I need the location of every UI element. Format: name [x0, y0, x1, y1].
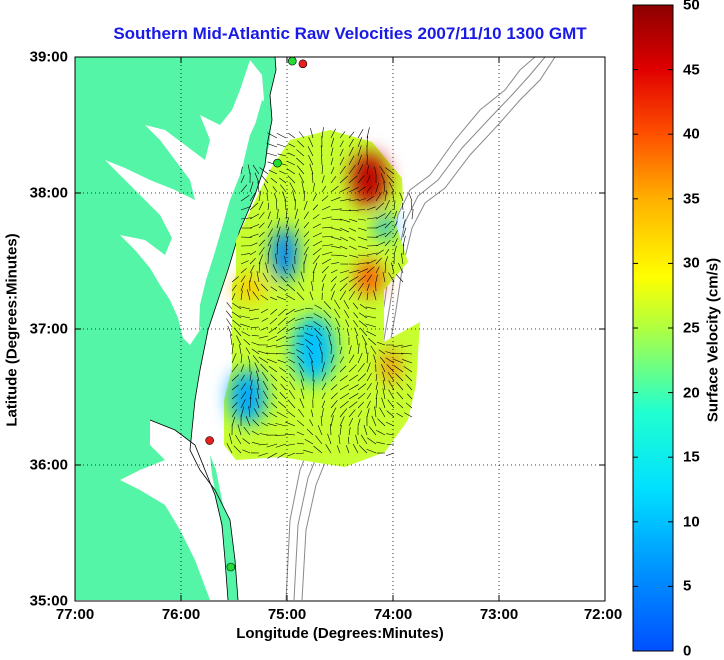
- chart-title: Southern Mid-Atlantic Raw Velocities 200…: [60, 24, 640, 44]
- speed-region: [377, 213, 393, 240]
- speed-region: [382, 349, 398, 383]
- colorbar-tick-label: 30: [683, 255, 700, 272]
- x-axis-label: Longitude (Degrees:Minutes): [75, 625, 605, 642]
- x-tick-label: 76:00: [162, 606, 200, 623]
- colorbar-tick-label: 15: [683, 449, 700, 466]
- colorbar: [633, 5, 673, 651]
- colorbar-tick-label: 0: [683, 643, 691, 660]
- radar-station-marker: [273, 159, 281, 167]
- x-tick-label: 75:00: [268, 606, 306, 623]
- speed-region: [356, 261, 383, 295]
- y-tick-label: 39:00: [2, 49, 68, 66]
- colorbar-tick-label: 10: [683, 514, 700, 531]
- y-tick-label: 36:00: [2, 457, 68, 474]
- colorbar-label: Surface Velocity (cm/s): [705, 258, 722, 422]
- x-tick-label: 73:00: [480, 606, 518, 623]
- radar-station-marker: [288, 57, 296, 65]
- y-tick-label: 35:00: [2, 593, 68, 610]
- speed-region: [351, 152, 388, 206]
- radar-station-marker: [299, 60, 307, 68]
- x-tick-label: 74:00: [374, 606, 412, 623]
- colorbar-tick-label: 5: [683, 578, 691, 595]
- colorbar-tick-label: 40: [683, 126, 700, 143]
- colorbar-tick-label: 25: [683, 320, 700, 337]
- colorbar-tick-label: 35: [683, 191, 700, 208]
- speed-region: [271, 227, 298, 281]
- colorbar-tick-label: 20: [683, 385, 700, 402]
- y-axis-label: Latitude (Degrees:Minutes): [4, 233, 21, 426]
- y-tick-label: 38:00: [2, 185, 68, 202]
- colorbar-tick-label: 45: [683, 62, 700, 79]
- radar-station-marker: [206, 437, 214, 445]
- x-tick-label: 72:00: [584, 606, 622, 623]
- radar-station-marker: [227, 563, 235, 571]
- colorbar-tick-label: 50: [683, 0, 700, 14]
